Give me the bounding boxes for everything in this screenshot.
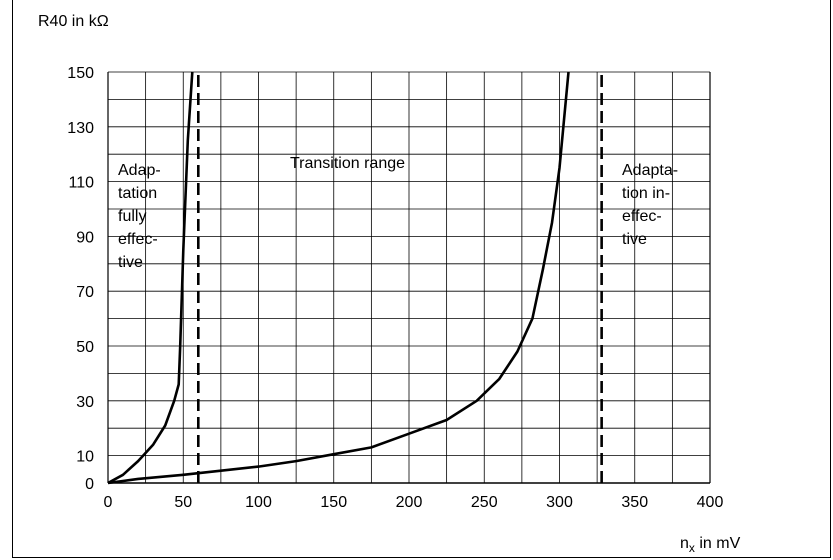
annotation-adaptation-fully-effective: Adap- tation fully effec- tive (118, 162, 161, 271)
grid (107, 71, 711, 484)
x-tick-label: 250 (471, 494, 498, 511)
tick-labels: 0 50 100 150 200 250 300 350 400 0 10 30 50 70 90 110 13… (67, 65, 723, 511)
y-axis-label: R40 in kΩ (38, 13, 109, 30)
y-tick-label: 110 (68, 175, 94, 192)
x-tick-label: 150 (320, 494, 347, 511)
x-axis-label: nx in mV (680, 535, 741, 555)
region-boundaries (197, 72, 603, 483)
annotation-left-line: fully (118, 208, 146, 225)
x-tick-label: 50 (174, 494, 192, 511)
figure-frame (12, 0, 831, 558)
x-tick-label: 400 (697, 494, 724, 511)
annotation-right-line: effec- (622, 208, 662, 225)
curve-2 (107, 71, 570, 485)
annotation-right-line: Adapta- (622, 162, 678, 179)
annotation-transition-range: Transition range (290, 155, 405, 172)
y-tick-label: 30 (76, 394, 94, 411)
y-tick-label: 50 (76, 339, 94, 356)
annotation-left-line: tation (118, 185, 157, 202)
x-axis-label-main: n (680, 535, 689, 552)
x-axis-label-sub: x (689, 541, 695, 555)
annotation-left-line: effec- (118, 231, 158, 248)
x-tick-label: 100 (245, 494, 272, 511)
curves (107, 71, 570, 485)
y-tick-label: 0 (85, 476, 94, 493)
annotation-right-line: tion in- (622, 185, 670, 202)
curve-1 (107, 71, 194, 485)
y-tick-label: 70 (76, 284, 94, 301)
y-tick-label: 10 (76, 449, 94, 466)
annotation-left-line: Adap- (118, 162, 161, 179)
annotation-adaptation-ineffective: Adapta- tion in- effec- tive (622, 162, 678, 248)
x-tick-label: 300 (546, 494, 573, 511)
annotation-right-line: tive (622, 231, 647, 248)
annotation-left-line: tive (118, 254, 143, 271)
x-tick-label: 0 (104, 494, 113, 511)
x-axis-label-unit: in mV (695, 535, 741, 552)
y-tick-label: 150 (67, 65, 94, 82)
y-tick-label: 130 (67, 120, 94, 137)
y-tick-label: 90 (76, 229, 94, 246)
x-tick-label: 200 (396, 494, 423, 511)
x-tick-label: 350 (621, 494, 648, 511)
